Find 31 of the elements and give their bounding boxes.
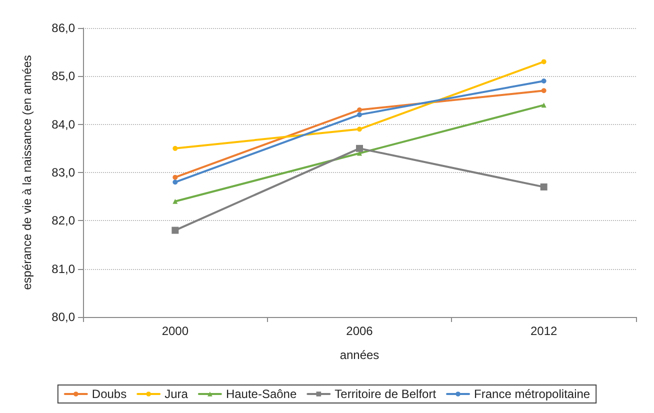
y-tick-label: 80,0 xyxy=(52,310,76,324)
x-tick-label: 2000 xyxy=(162,324,189,338)
point xyxy=(357,112,362,118)
point xyxy=(172,146,178,151)
point xyxy=(357,126,362,132)
y-axis-title: espérance de vie à la naissance (en années xyxy=(20,55,34,290)
point xyxy=(541,78,546,84)
legend-label: Jura xyxy=(164,387,188,401)
point xyxy=(172,198,178,204)
y-tick-label: 81,0 xyxy=(52,262,76,276)
y-tick-label: 82,0 xyxy=(52,214,76,228)
x-axis-title: années xyxy=(340,348,380,362)
y-tick-label: 86,0 xyxy=(52,21,76,35)
legend-label: Territoire de Belfort xyxy=(334,387,437,401)
point xyxy=(357,107,362,112)
legend-label: Doubs xyxy=(92,387,127,401)
y-tick-label: 83,0 xyxy=(52,166,76,180)
y-tick-label: 85,0 xyxy=(52,69,76,84)
y-tick-label: 84,0 xyxy=(52,117,76,132)
point xyxy=(356,144,363,152)
point xyxy=(541,59,546,64)
x-tick-label: 2012 xyxy=(530,324,558,338)
point xyxy=(172,226,179,234)
point xyxy=(172,174,178,180)
legend-label: Haute-Saône xyxy=(226,387,297,401)
point xyxy=(541,102,546,108)
point xyxy=(172,180,178,185)
point xyxy=(540,183,548,190)
x-tick-label: 2006 xyxy=(346,324,374,338)
legend-label: France métropolitaine xyxy=(474,387,590,401)
point xyxy=(541,88,546,94)
